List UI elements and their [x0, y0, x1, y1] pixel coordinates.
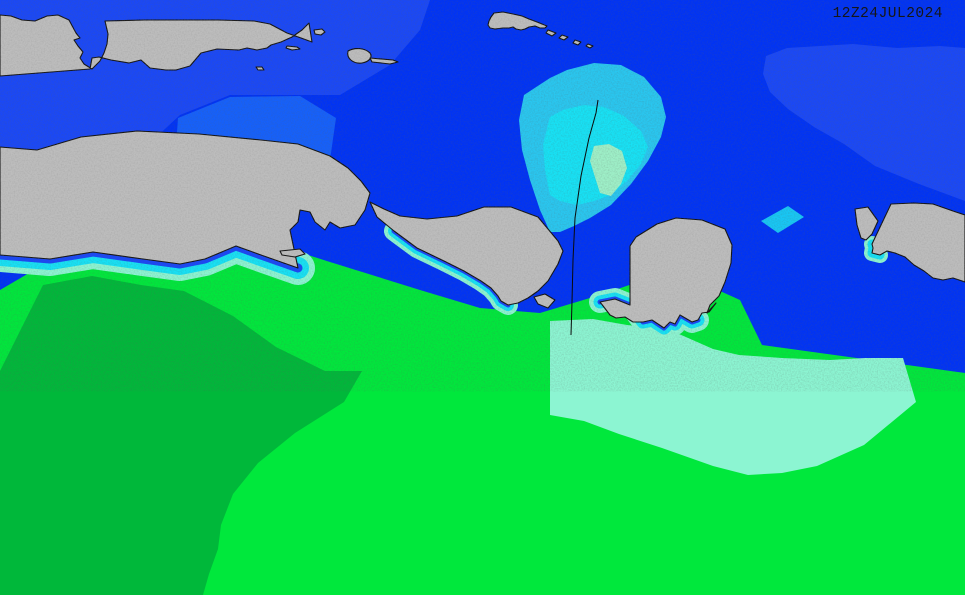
svg-text:12Z24JUL2024: 12Z24JUL2024	[833, 6, 943, 22]
